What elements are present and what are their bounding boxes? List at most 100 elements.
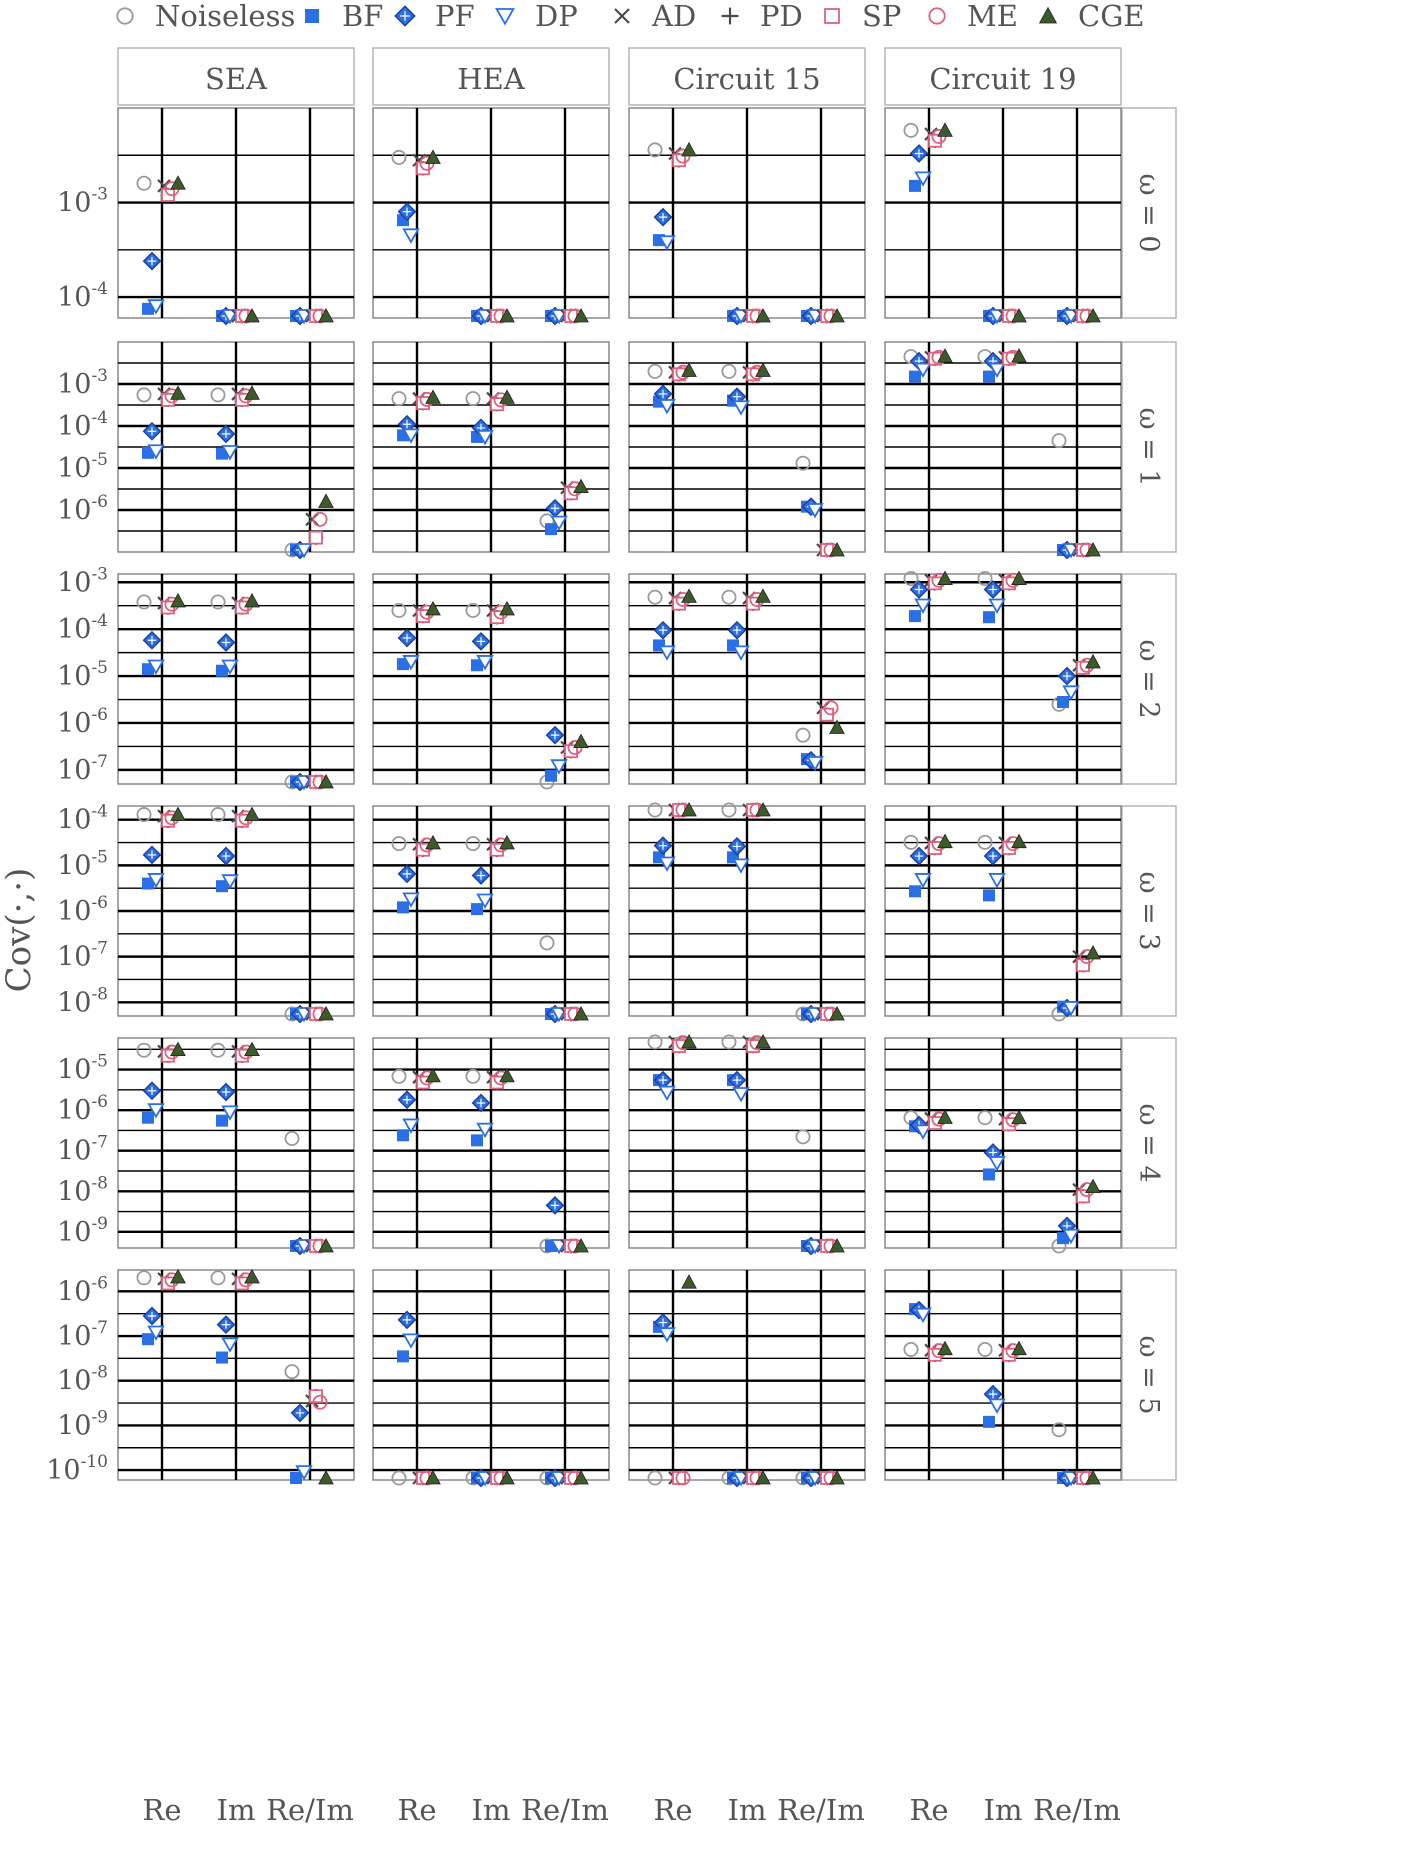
dp-marker xyxy=(495,8,515,26)
y-tick-label: 10-7 xyxy=(57,752,108,786)
panel-circuit-19-w4 xyxy=(884,1037,1122,1254)
cge-marker xyxy=(573,1469,589,1485)
cge-marker xyxy=(681,1033,697,1049)
y-tick-label: 10-8 xyxy=(57,1363,108,1397)
pf-marker xyxy=(653,620,673,640)
pf-marker xyxy=(142,630,162,650)
cge-marker xyxy=(425,834,441,850)
cge-marker xyxy=(681,1274,697,1289)
y-tick-label: 10-4 xyxy=(57,611,108,645)
y-tick-label: 10-4 xyxy=(57,408,108,442)
dp-marker xyxy=(147,1103,165,1119)
noiseless-marker xyxy=(210,1042,226,1058)
ad-marker xyxy=(305,512,319,527)
noiseless-marker xyxy=(721,1034,737,1050)
pf-marker xyxy=(397,202,417,222)
pf-marker xyxy=(909,144,929,163)
legend-item-noiseless: Noiseless xyxy=(116,0,295,33)
me-marker xyxy=(928,7,946,25)
cge-marker xyxy=(1085,541,1101,557)
noiseless-marker xyxy=(465,391,481,407)
cge-marker xyxy=(318,773,334,789)
cge-marker xyxy=(1011,1109,1027,1125)
y-tick-label: 10-4 xyxy=(57,279,108,313)
row-header-label: ω = 0 xyxy=(1133,174,1164,253)
bf-marker xyxy=(397,1129,409,1142)
bf-marker xyxy=(397,1350,409,1363)
row-headers: ω = 0 ω = 1 ω = 2 ω = 3 ω = 4 ω = 5 xyxy=(1121,107,1177,1481)
panel-circuit-15-w5 xyxy=(628,1269,866,1488)
legend-label: Noiseless xyxy=(155,0,295,33)
pf-marker xyxy=(983,846,1003,866)
pf-marker xyxy=(397,1310,417,1330)
panel-sea-w0: 10-4 10-3 xyxy=(57,107,355,326)
noiseless-marker xyxy=(391,149,407,165)
pd-marker xyxy=(721,7,739,25)
noiseless-marker xyxy=(210,387,226,403)
x-tick-label-im: Im xyxy=(472,1793,511,1827)
bf-marker xyxy=(983,889,995,902)
sp-marker xyxy=(161,1276,175,1291)
noiseless-marker xyxy=(1051,433,1067,449)
cge-marker xyxy=(244,307,260,323)
dp-marker xyxy=(147,1325,165,1341)
column-headers: SEA HEA Circuit 15 Circuit 19 xyxy=(117,47,1122,106)
noiseless-marker xyxy=(136,175,152,191)
cge-marker xyxy=(425,1067,441,1083)
bf-marker xyxy=(471,659,483,672)
cge-marker xyxy=(937,1340,953,1356)
row-header-3: ω = 3 xyxy=(1121,805,1177,1017)
cge-marker xyxy=(1011,348,1027,363)
pf-marker xyxy=(216,846,236,866)
cge-marker xyxy=(170,592,186,608)
dp-marker xyxy=(550,515,568,532)
column-header-sea: SEA xyxy=(117,47,355,106)
pf-marker xyxy=(394,5,416,27)
pf-marker xyxy=(142,251,162,271)
cge-marker xyxy=(755,1469,771,1485)
panel-sea-w4: 10-9 10-8 10-7 10-6 10-5 xyxy=(57,1037,355,1256)
legend-item-pf: PF xyxy=(394,0,475,33)
y-tick-label: 10-4 xyxy=(57,802,108,836)
row-header-label: ω = 5 xyxy=(1133,1336,1164,1415)
noiseless-marker xyxy=(795,1129,811,1145)
y-tick-label: 10-5 xyxy=(57,450,108,484)
panel-circuit-19-w3 xyxy=(884,805,1122,1022)
dp-marker xyxy=(476,655,494,671)
pf-marker xyxy=(909,580,929,599)
noiseless-marker xyxy=(903,571,919,587)
x-tick-labels: Re Im Re/Im Re Im Re/Im Re Im Re/Im Re Im Re/Im xyxy=(143,1793,1121,1827)
noiseless-marker xyxy=(136,1270,152,1286)
dp-marker xyxy=(550,759,568,775)
legend-label: DP xyxy=(535,0,578,33)
column-header-label: SEA xyxy=(205,62,268,96)
cge-marker xyxy=(829,1237,845,1253)
y-tick-label: 10-6 xyxy=(57,705,108,739)
noiseless-marker xyxy=(391,391,407,407)
cge-marker xyxy=(681,141,697,157)
row-header-0: ω = 0 xyxy=(1121,107,1177,319)
bf-marker xyxy=(142,663,154,676)
noiseless-marker xyxy=(284,1364,300,1380)
panel-sea-w2: 10-7 10-6 10-5 10-4 10-3 xyxy=(57,564,355,792)
panel-circuit-15-w1 xyxy=(628,341,866,558)
cge-marker xyxy=(425,1469,441,1485)
pf-marker xyxy=(653,207,673,227)
dp-marker xyxy=(732,645,750,661)
legend-item-dp: DP xyxy=(495,0,578,33)
dp-marker xyxy=(402,1333,420,1349)
dp-marker xyxy=(806,756,824,772)
x-tick-label-re-im: Re/Im xyxy=(1033,1793,1121,1827)
cge-marker xyxy=(1085,944,1101,960)
column-header-circuit-15: Circuit 15 xyxy=(628,47,866,106)
pf-marker xyxy=(471,1093,491,1113)
row-header-5: ω = 5 xyxy=(1121,1269,1177,1481)
cge-marker xyxy=(573,307,589,323)
dp-marker xyxy=(221,659,239,675)
cge-marker xyxy=(499,389,515,404)
bf-marker xyxy=(142,877,154,890)
y-tick-label: 10-3 xyxy=(57,564,108,598)
y-tick-label: 10-5 xyxy=(57,658,108,692)
legend-label: PD xyxy=(760,0,803,33)
column-header-label: Circuit 15 xyxy=(673,62,820,96)
